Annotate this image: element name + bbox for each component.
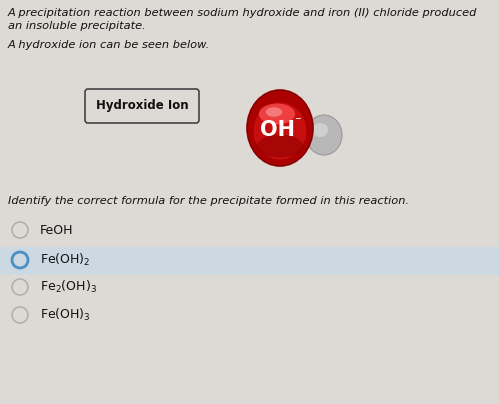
Ellipse shape: [253, 103, 306, 160]
Text: Hydroxide Ion: Hydroxide Ion: [96, 99, 188, 112]
Text: Identify the correct formula for the precipitate formed in this reaction.: Identify the correct formula for the pre…: [8, 196, 409, 206]
Ellipse shape: [266, 107, 282, 117]
FancyBboxPatch shape: [85, 89, 199, 123]
Text: OH: OH: [260, 120, 295, 140]
Text: FeOH: FeOH: [40, 223, 73, 236]
Text: A precipitation reaction between sodium hydroxide and iron (II) chloride produce: A precipitation reaction between sodium …: [8, 8, 478, 18]
Text: Fe(OH)$_3$: Fe(OH)$_3$: [40, 307, 91, 323]
Text: Fe$_2$(OH)$_3$: Fe$_2$(OH)$_3$: [40, 279, 97, 295]
Ellipse shape: [257, 135, 303, 158]
Ellipse shape: [312, 123, 328, 137]
FancyBboxPatch shape: [0, 247, 499, 275]
Text: Fe(OH)$_2$: Fe(OH)$_2$: [40, 252, 91, 268]
Text: A hydroxide ion can be seen below.: A hydroxide ion can be seen below.: [8, 40, 210, 50]
Ellipse shape: [306, 115, 342, 155]
Ellipse shape: [247, 90, 313, 166]
Text: ⁻: ⁻: [294, 116, 300, 128]
Text: an insoluble precipitate.: an insoluble precipitate.: [8, 21, 146, 31]
Ellipse shape: [259, 103, 295, 124]
